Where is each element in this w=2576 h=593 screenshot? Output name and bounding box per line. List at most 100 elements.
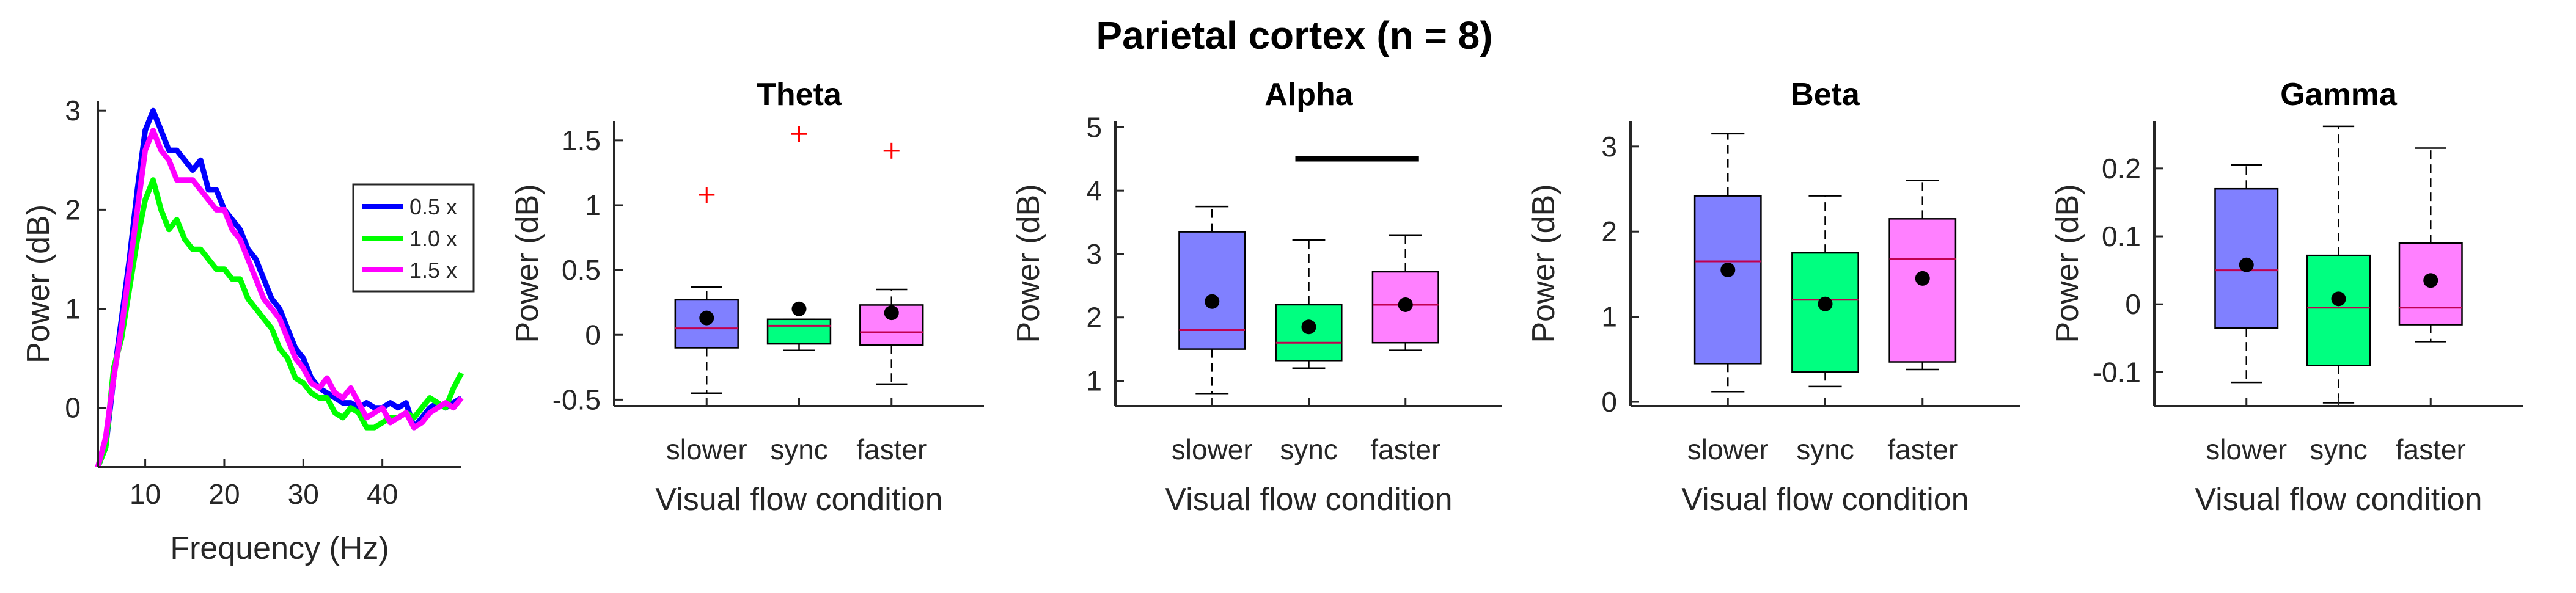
outlier-marker (791, 126, 807, 142)
gamma-x-tick-label: faster (2396, 434, 2466, 465)
gamma-x-tick-label: sync (2310, 434, 2368, 465)
spectrum-x-axis-label: Frequency (Hz) (170, 531, 389, 566)
legend-entry-label: 0.5 x (409, 194, 457, 219)
alpha-x-tick-label: sync (1280, 434, 1338, 465)
gamma-y-tick-label: 0.2 (2102, 153, 2141, 184)
spectrum-y-axis-label: Power (dB) (21, 205, 56, 363)
theta-y-tick-label: 1.5 (562, 125, 601, 156)
beta-x-tick-label: slower (1687, 434, 1769, 465)
alpha-box-sync (1275, 239, 1343, 369)
figure-title: Parietal cortex (n = 8) (1096, 13, 1492, 57)
mean-marker (1205, 294, 1220, 309)
beta-x-tick-label: faster (1887, 434, 1958, 465)
mean-marker (884, 305, 899, 321)
alpha-box-slower (1178, 205, 1246, 395)
theta-x-tick-label: faster (856, 434, 927, 465)
mean-marker (2239, 257, 2254, 272)
gamma-y-tick-label: 0 (2125, 288, 2141, 320)
mean-marker (699, 310, 714, 326)
beta-box-faster (1888, 180, 1957, 371)
mean-marker (1301, 319, 1316, 335)
iqr-box (1178, 231, 1246, 350)
mean-marker (1720, 262, 1736, 277)
spectrum-y-tick-label: 3 (65, 95, 81, 126)
beta-y-tick-label: 0 (1601, 386, 1617, 418)
spectrum-y-tick-label: 0 (65, 392, 81, 424)
outlier-marker (883, 142, 900, 159)
gamma-title: Gamma (2280, 77, 2398, 112)
gamma-y-tick-label: -0.1 (2093, 356, 2141, 388)
iqr-box (859, 304, 924, 346)
theta-x-tick-label: slower (666, 434, 747, 465)
theta-panel: Theta -0.5 0 0.5 1 1.5 slower sync faster Visual … (510, 77, 984, 517)
mean-marker (791, 301, 807, 316)
legend: 0.5 x 1.0 x 1.5 x (352, 183, 475, 293)
beta-x-tick-label: sync (1796, 434, 1854, 465)
theta-x-tick-label: sync (770, 434, 828, 465)
spectrum-y-tick-label: 1 (65, 293, 81, 325)
iqr-box (1791, 252, 1859, 373)
mean-marker (2423, 273, 2438, 288)
spectrum-x-tick-label: 40 (367, 478, 398, 510)
beta-y-tick-label: 2 (1601, 216, 1617, 247)
spectrum-x-tick-label: 30 (288, 478, 319, 510)
beta-panel: Beta 0 1 2 3 slower sync faster Visual flow cond… (1526, 77, 2020, 517)
iqr-box (2214, 187, 2279, 329)
spectrum-y-tick-label: 2 (65, 194, 81, 225)
outlier-marker (699, 186, 715, 203)
theta-box-sync (766, 126, 832, 351)
theta-box-faster (859, 142, 924, 385)
gamma-y-tick-label: 0.1 (2102, 220, 2141, 252)
gamma-box-sync (2306, 125, 2371, 404)
beta-y-axis-label: Power (dB) (1526, 184, 1561, 343)
alpha-y-tick-label: 1 (1086, 365, 1102, 396)
alpha-box-faster (1371, 234, 1439, 351)
alpha-y-tick-label: 2 (1086, 302, 1102, 333)
theta-box-slower (674, 186, 739, 395)
mean-marker (1915, 271, 1930, 286)
iqr-box (1888, 218, 1957, 363)
alpha-panel: Alpha 1 2 3 4 5 slower sync faster Visual flow co… (1011, 77, 1502, 517)
iqr-box (1693, 195, 1762, 365)
series-line-1-5-x (95, 128, 464, 468)
theta-x-axis-label: Visual flow condition (655, 482, 942, 517)
legend-entry-label: 1.0 x (409, 226, 457, 251)
beta-x-axis-label: Visual flow condition (1681, 482, 1969, 517)
iqr-box (766, 318, 832, 345)
gamma-box-faster (2398, 147, 2463, 343)
spectrum-panel: 0 1 2 3 10 20 30 40 Frequency (Hz) Power (dB) 0.5 … (21, 95, 475, 566)
gamma-box-slower (2214, 164, 2279, 384)
gamma-x-axis-label: Visual flow condition (2195, 482, 2482, 517)
spectrum-x-tick-label: 20 (208, 478, 240, 510)
mean-marker (1398, 297, 1413, 312)
spectrum-x-tick-label: 10 (130, 478, 161, 510)
alpha-x-tick-label: slower (1172, 434, 1253, 465)
alpha-y-axis-label: Power (dB) (1011, 184, 1046, 343)
alpha-x-axis-label: Visual flow condition (1165, 482, 1452, 517)
gamma-panel: Gamma -0.1 0 0.1 0.2 slower sync faster Visual f… (2050, 77, 2523, 517)
gamma-x-tick-label: slower (2206, 434, 2287, 465)
beta-box-slower (1693, 133, 1762, 393)
alpha-y-tick-label: 4 (1086, 175, 1102, 206)
gamma-y-axis-label: Power (dB) (2050, 184, 2085, 343)
beta-y-tick-label: 3 (1601, 131, 1617, 162)
theta-y-tick-label: 0 (585, 319, 601, 351)
alpha-title: Alpha (1264, 77, 1354, 112)
theta-y-tick-label: -0.5 (552, 384, 601, 415)
beta-box-sync (1791, 195, 1859, 388)
mean-marker (1818, 296, 1833, 311)
mean-marker (2331, 291, 2346, 307)
beta-title: Beta (1791, 77, 1860, 112)
series-line-0-5-x (95, 107, 463, 468)
iqr-box (2306, 254, 2371, 366)
alpha-y-tick-label: 5 (1086, 111, 1102, 143)
theta-y-tick-label: 0.5 (562, 254, 601, 286)
beta-y-tick-label: 1 (1601, 301, 1617, 333)
legend-entry-label: 1.5 x (409, 258, 457, 283)
alpha-y-tick-label: 3 (1086, 238, 1102, 270)
theta-y-tick-label: 1 (585, 189, 601, 221)
theta-y-axis-label: Power (dB) (510, 184, 545, 343)
alpha-x-tick-label: faster (1370, 434, 1440, 465)
theta-title: Theta (757, 77, 842, 112)
